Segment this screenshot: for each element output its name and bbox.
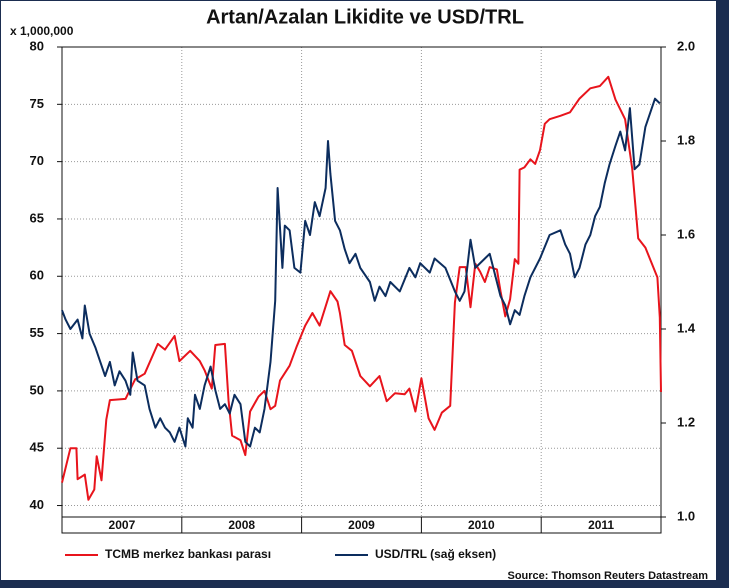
chart-title: Artan/Azalan Likidite ve USD/TRL [206,6,524,28]
y-tick-label: 75 [30,96,44,111]
legend-label: USD/TRL (sağ eksen) [375,547,496,561]
legend-label: TCMB merkez bankası parası [105,547,271,561]
y-tick-label: 45 [30,440,44,455]
y-tick-label: 60 [30,268,44,283]
y2-tick-label: 1.2 [677,414,695,429]
y-tick-label: 80 [30,38,44,53]
y2-tick-label: 1.6 [677,226,695,241]
frame-edge [0,581,729,588]
source: Source: Thomson Reuters Datastream [508,570,709,582]
y2-tick-label: 1.8 [677,132,695,147]
y-tick-label: 65 [30,210,44,225]
series-line [61,97,661,448]
x-tick-label: 2010 [468,518,495,532]
x-tick-label: 2009 [348,518,375,532]
y2-tick-label: 2.0 [677,38,695,53]
y-tick-label: 70 [30,153,44,168]
series-line [61,75,662,501]
y2-tick-label: 1.0 [677,508,695,523]
y-tick-label: 50 [30,382,44,397]
frame-edge [717,0,729,588]
y2-tick-label: 1.4 [677,320,696,335]
x-tick-label: 2008 [228,518,255,532]
y-tick-label: 55 [30,325,44,340]
x-tick-label: 2007 [109,518,136,532]
x-tick-label: 2011 [588,518,614,532]
y-tick-label: 40 [30,497,44,512]
x-axis-band [61,516,662,534]
frame [0,0,717,581]
y-axis-label: x 1,000,000 [10,24,74,38]
